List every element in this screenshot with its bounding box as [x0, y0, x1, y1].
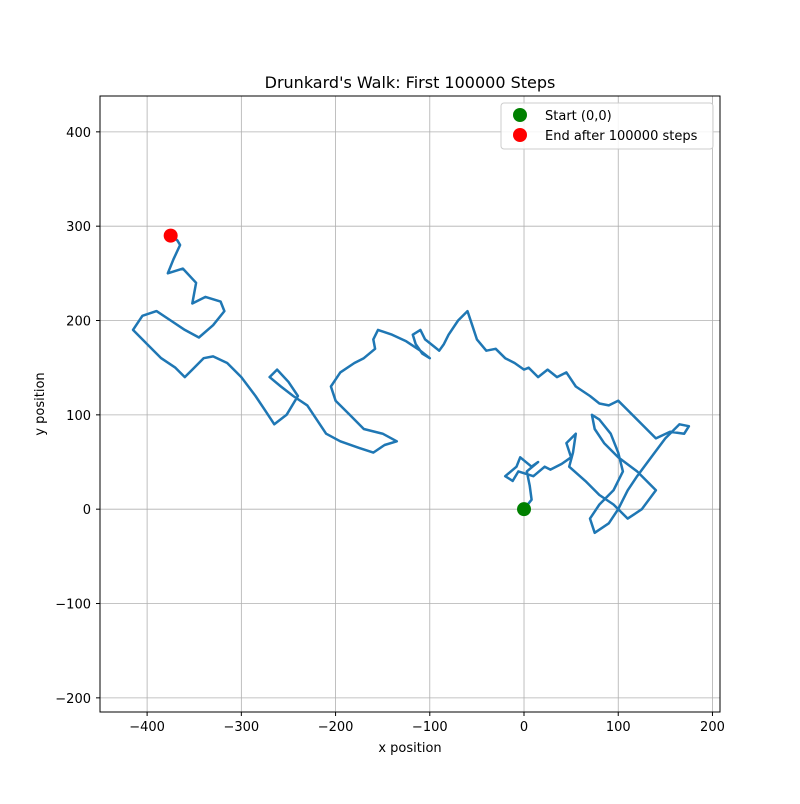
legend-box — [500, 102, 714, 150]
y-axis-label: y position — [33, 372, 48, 435]
legend: Start (0,0) End after 100000 steps — [500, 102, 714, 150]
end-marker — [163, 228, 178, 243]
x-tick-label: 100 — [606, 720, 631, 735]
y-tick-label: −200 — [55, 692, 91, 707]
walk-path-layer — [131, 234, 691, 535]
start-marker — [517, 502, 532, 517]
legend-start-label: Start (0,0) — [545, 109, 612, 124]
x-tick-label: 0 — [520, 720, 528, 735]
x-axis-label: x position — [378, 741, 441, 756]
legend-end-label: End after 100000 steps — [545, 129, 698, 144]
x-tick-label: −300 — [223, 720, 259, 735]
x-tick-label: 200 — [700, 720, 725, 735]
y-tick-label: 100 — [66, 409, 91, 424]
chart-title: Drunkard's Walk: First 100000 Steps — [265, 73, 556, 92]
y-tick-label: 400 — [66, 126, 91, 141]
y-tick-label: 200 — [66, 315, 91, 330]
axes: −400 −300 −200 −100 0 100 200 −200 −100 0 100 200 30… — [55, 126, 725, 735]
y-tick-label: 0 — [83, 503, 91, 518]
legend-start-marker — [513, 108, 527, 122]
plot-frame — [99, 95, 721, 713]
x-tick-label: −100 — [412, 720, 448, 735]
walk-path-line — [131, 234, 691, 535]
legend-end-marker — [513, 128, 527, 142]
y-tick-label: 300 — [66, 220, 91, 235]
y-tick-label: −100 — [55, 598, 91, 613]
marker-layer — [163, 228, 532, 517]
x-tick-label: −200 — [318, 720, 354, 735]
x-tick-label: −400 — [129, 720, 165, 735]
